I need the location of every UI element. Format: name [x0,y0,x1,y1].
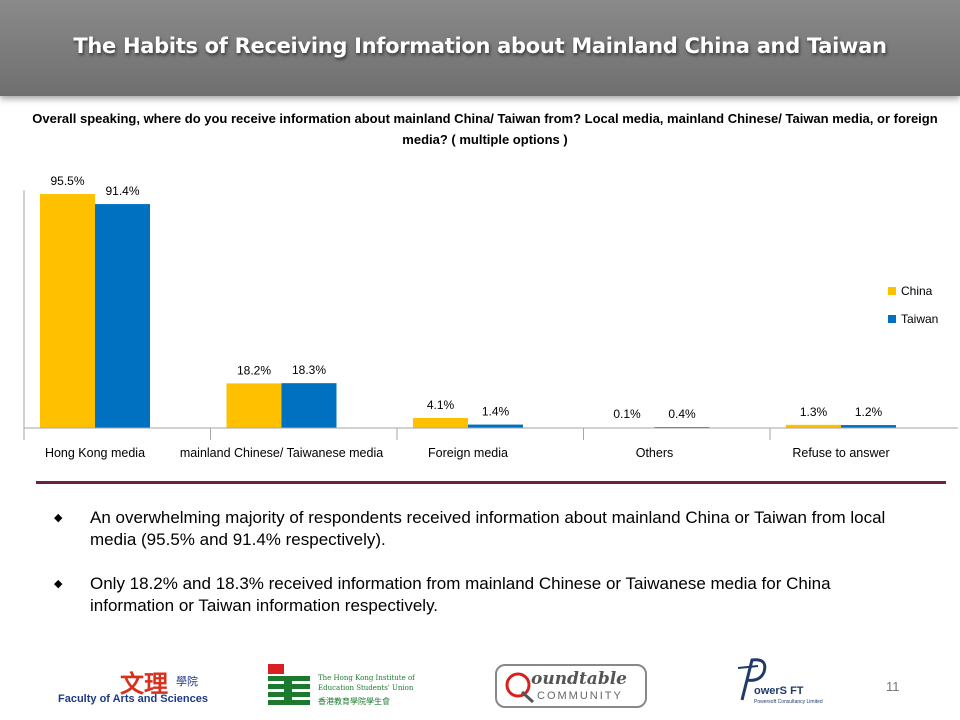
bar-china-0 [40,194,95,428]
institute-line2: Education Students' Union [318,684,414,692]
title-bar: The Habits of Receiving Information abou… [0,0,960,96]
summary-bullets: ◆ An overwhelming majority of respondent… [52,507,912,639]
bar-china-2 [413,417,468,428]
roundtable-logo: oundtable COMMUNITY [495,664,647,708]
diamond-bullet-icon: ◆ [54,578,63,590]
data-label-china-4: 1.3% [800,405,828,419]
bar-china-4 [786,424,841,428]
section-divider [36,481,946,484]
bullet-point: ◆ An overwhelming majority of respondent… [52,507,912,551]
diamond-bullet-icon: ◆ [54,512,63,524]
powersoft-p-icon [737,658,767,701]
roundtable-r-icon [505,672,535,704]
powersoft-logo: owerS FT Powersoft Consultancy Limited [734,654,834,710]
x-tick-label-1: mainland Chinese/ Taiwanese media [180,446,383,460]
institute-logo: The Hong Kong Institute of Education Stu… [266,662,436,708]
bar-taiwan-0 [95,204,150,428]
powersoft-name: owerS FT [754,685,804,697]
roundtable-top-text: oundtable [531,669,627,689]
bullet-text: Only 18.2% and 18.3% received informatio… [90,574,831,615]
institute-emblem-icon [268,664,310,705]
page-number: 11 [886,679,900,694]
data-label-china-0: 95.5% [50,174,84,188]
data-label-china-3: 0.1% [613,407,641,421]
x-tick-label-4: Refuse to answer [792,446,889,460]
faculty-logo-chinese: 文理 [120,669,168,698]
institute-chinese: 香港教育學院學生會 [318,697,390,706]
data-label-china-2: 4.1% [427,398,455,412]
bar-taiwan-2 [468,424,523,428]
bar-china-1 [226,383,282,428]
data-label-taiwan-3: 0.4% [668,407,696,421]
x-tick-label-0: Hong Kong media [45,446,145,460]
roundtable-bottom-text: COMMUNITY [537,690,623,702]
data-label-china-1: 18.2% [237,363,271,377]
faculty-logo: 文理 學院 Faculty of Arts and Sciences [58,664,208,708]
data-label-taiwan-0: 91.4% [105,184,139,198]
x-tick-label-2: Foreign media [428,446,508,460]
institute-line1: The Hong Kong Institute of [318,674,415,682]
legend-swatch-china [888,287,896,295]
faculty-logo-english: Faculty of Arts and Sciences [58,693,208,705]
legend-label-china: China [901,284,933,298]
x-tick-label-3: Others [636,446,674,460]
slide-title: The Habits of Receiving Information abou… [73,34,887,58]
legend: China Taiwan [888,284,938,326]
survey-question: Overall speaking, where do you receive i… [32,111,938,147]
powersoft-sub: Powersoft Consultancy Limited [754,699,823,705]
legend-label-taiwan: Taiwan [901,312,938,326]
bar-taiwan-4 [841,425,896,428]
faculty-logo-chinese-small: 學院 [176,675,198,688]
bullet-text: An overwhelming majority of respondents … [90,508,886,549]
data-label-taiwan-1: 18.3% [292,363,326,377]
x-ticks: Hong Kong media mainland Chinese/ Taiwane… [45,428,890,460]
legend-swatch-taiwan [888,315,896,323]
bar-taiwan-1 [281,383,337,428]
bars-group: 95.5% 91.4% 18.2% 18.3% 4.1% 1.4% 0.1% 0.4% 1.3%… [40,174,896,429]
data-label-taiwan-2: 1.4% [482,405,510,419]
bullet-point: ◆ Only 18.2% and 18.3% received informat… [52,573,912,617]
data-label-taiwan-4: 1.2% [855,405,883,419]
bar-chart: 95.5% 91.4% 18.2% 18.3% 4.1% 1.4% 0.1% 0.4% 1.3%… [23,174,958,460]
